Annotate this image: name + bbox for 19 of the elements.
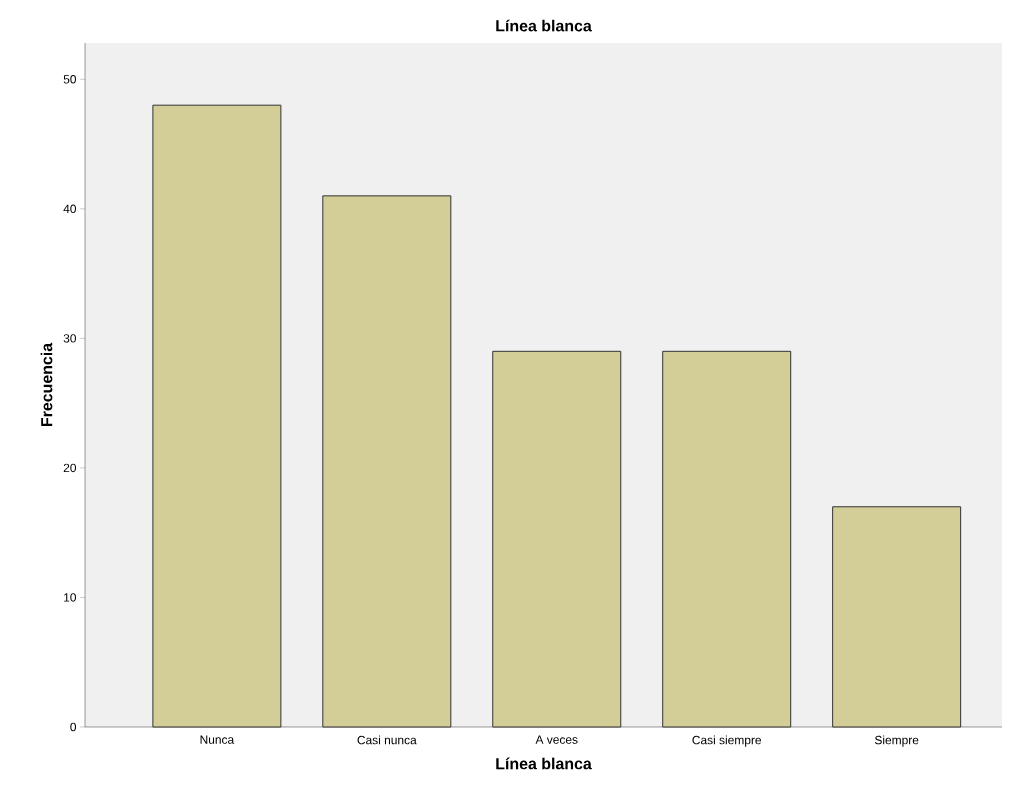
bar [492, 350, 622, 728]
x-tick-label: A veces [535, 735, 578, 744]
y-tick-label: 20 [63, 463, 77, 473]
y-tick-label: 10 [64, 593, 77, 602]
x-tick-label: Casi siempre [692, 735, 762, 747]
bar [322, 195, 452, 728]
chart-title: Línea blanca [496, 19, 592, 32]
y-tick-label: 0 [70, 722, 77, 732]
x-tick-label: Nunca [200, 735, 235, 744]
y-tick-label: 40 [63, 204, 77, 214]
bar [662, 350, 792, 728]
x-tick-label: Siempre [874, 735, 919, 747]
x-axis-title: Línea blanca [496, 757, 592, 770]
y-tick-label: 50 [63, 75, 77, 84]
y-axis-title: Frecuencia [40, 342, 53, 427]
x-tick-label: Casi nunca [357, 735, 417, 745]
y-tick-label: 30 [63, 334, 77, 343]
bar [152, 104, 282, 728]
bar [832, 506, 962, 728]
